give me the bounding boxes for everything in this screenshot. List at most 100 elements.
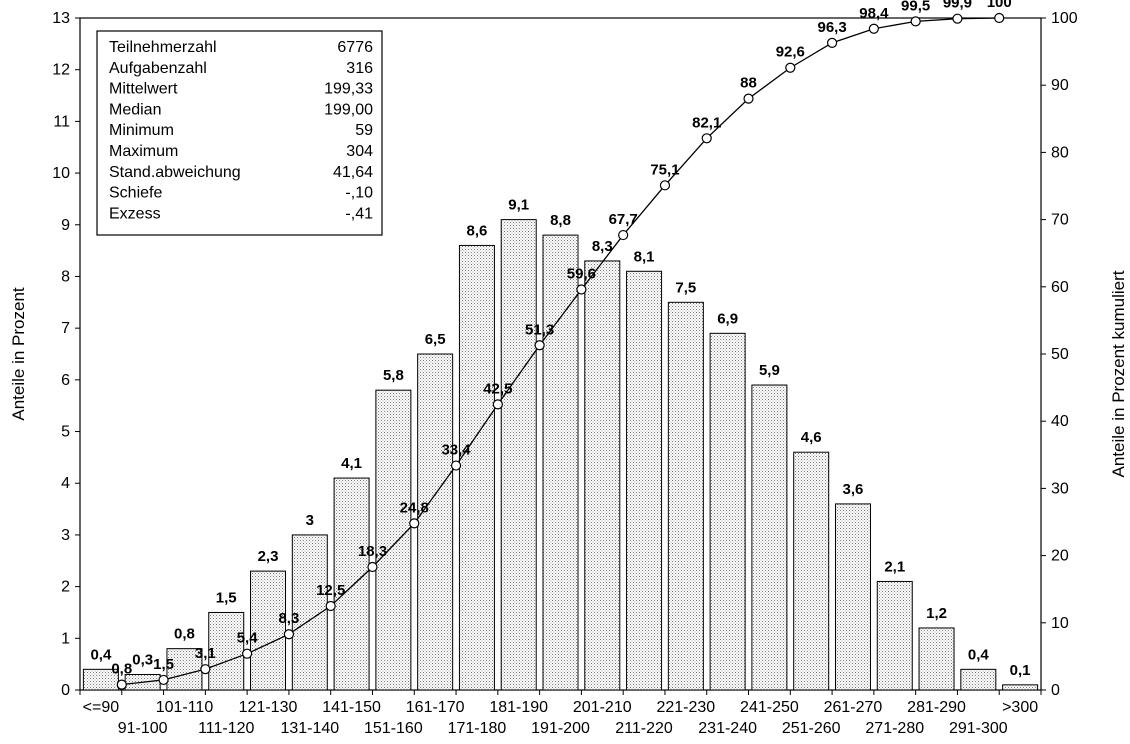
x-category-label: 121-130 xyxy=(239,699,298,716)
cumulative-point xyxy=(116,679,127,690)
stats-label: Minimum xyxy=(109,122,174,139)
x-category-label: 271-280 xyxy=(865,720,924,737)
bar-value-label: 7,5 xyxy=(675,279,696,296)
x-category-label: 261-270 xyxy=(824,699,883,716)
histogram-bar xyxy=(626,270,663,691)
cumulative-line xyxy=(121,17,1000,686)
histogram-bar xyxy=(166,648,203,691)
y-tick-label: 10 xyxy=(52,165,70,182)
histogram-bar xyxy=(918,627,955,691)
y2-tick-label: 80 xyxy=(1051,144,1069,161)
bar-value-label: 4,6 xyxy=(801,429,822,446)
x-category-label: 291-300 xyxy=(949,720,1008,737)
histogram-bar xyxy=(667,301,704,691)
stats-box-frame xyxy=(96,30,383,236)
cumulative-point xyxy=(242,648,253,659)
cumulative-point xyxy=(785,62,796,73)
y-tick-label: 0 xyxy=(61,682,70,699)
histogram-bar xyxy=(250,570,287,691)
bar-value-label: 2,3 xyxy=(258,548,279,565)
stats-box: Teilnehmerzahl 6776 Aufgabenzahl 316 Mittelw… xyxy=(96,30,383,236)
cumulative-value-label: 92,6 xyxy=(776,44,805,61)
cumulative-value-label: 8,3 xyxy=(278,610,299,627)
axes-layer: 0123456789101112130102030405060708090100… xyxy=(52,10,1078,737)
cumulative-point xyxy=(158,674,169,686)
histogram-bar xyxy=(751,384,788,691)
stats-value: 316 xyxy=(346,60,373,77)
stats-label: Aufgabenzahl xyxy=(109,60,207,77)
cumulative-value-label: 24,8 xyxy=(400,499,429,516)
bar-value-label: 8,1 xyxy=(634,248,655,265)
x-category-label: >300 xyxy=(1002,699,1038,716)
cumulative-value-label: 82,1 xyxy=(692,114,721,131)
stats-label: Mittelwert xyxy=(109,81,178,98)
x-category-label: 141-150 xyxy=(322,699,381,716)
y-tick-label: 7 xyxy=(61,320,70,337)
cumulative-point xyxy=(409,518,420,529)
histogram-bar xyxy=(793,451,830,691)
y-tick-label: 9 xyxy=(61,217,70,234)
y-tick-label: 3 xyxy=(61,527,70,544)
y-tick-label: 5 xyxy=(61,424,70,441)
cumulative-value-label: 96,3 xyxy=(817,19,846,36)
histogram-bar xyxy=(834,503,871,691)
bar-value-label: 0,3 xyxy=(132,651,153,668)
x-category-label: 101-110 xyxy=(156,699,214,716)
stats-value: 199,33 xyxy=(324,81,373,98)
cumulative-point xyxy=(367,561,378,573)
cumulative-point xyxy=(910,16,921,27)
stats-value: -,41 xyxy=(345,205,373,222)
y-tick-label: 8 xyxy=(61,268,70,285)
cumulative-point xyxy=(868,23,879,34)
histogram-bar xyxy=(417,353,454,691)
bars-layer xyxy=(82,219,1039,691)
cumulative-point xyxy=(743,93,754,104)
bar-value-label: 3 xyxy=(306,512,314,529)
y2-tick-label: 10 xyxy=(1051,615,1069,632)
bar-value-label: 1,5 xyxy=(216,589,237,606)
y-tick-label: 4 xyxy=(61,475,70,492)
y-axis-title: Anteile in Prozent xyxy=(9,287,28,421)
cumulative-point xyxy=(952,13,963,24)
cumulative-point xyxy=(618,229,629,241)
x-category-label: 131-140 xyxy=(280,720,339,737)
y-tick-label: 12 xyxy=(52,62,70,79)
y2-axis-title: Anteile in Prozent kumuliert xyxy=(1109,270,1128,477)
cumulative-point xyxy=(492,399,503,410)
cumulative-value-label: 75,1 xyxy=(650,161,679,178)
x-category-label: 221-230 xyxy=(656,699,715,716)
stats-value: 6776 xyxy=(337,39,373,56)
stats-value: 41,64 xyxy=(333,164,373,181)
x-category-label: 161-170 xyxy=(406,699,465,716)
cumulative-value-label: 100 xyxy=(987,0,1012,11)
histogram-bar xyxy=(333,477,370,691)
histogram-bar xyxy=(1002,684,1039,691)
cumulative-point xyxy=(325,600,336,612)
bar-value-label: 6,5 xyxy=(425,331,446,348)
histogram-bar xyxy=(709,332,746,691)
y2-tick-label: 0 xyxy=(1051,682,1060,699)
cumulative-point xyxy=(534,340,545,351)
y-tick-label: 1 xyxy=(61,630,70,647)
stats-label: Maximum xyxy=(109,143,178,160)
y2-tick-label: 60 xyxy=(1051,279,1069,296)
x-category-label: <=90 xyxy=(83,699,120,716)
cumulative-line-layer xyxy=(116,12,1005,690)
cumulative-value-label: 59,6 xyxy=(567,265,596,282)
stats-label: Exzess xyxy=(109,205,161,222)
bar-value-label: 0,1 xyxy=(1010,662,1031,679)
histogram-bar xyxy=(542,234,579,691)
bar-value-label: 8,3 xyxy=(592,238,613,255)
y2-tick-label: 90 xyxy=(1051,77,1069,94)
cumulative-point xyxy=(659,180,671,191)
histogram-bar xyxy=(375,389,412,691)
cumulative-value-label: 5,4 xyxy=(237,630,259,647)
y2-tick-label: 50 xyxy=(1051,346,1069,363)
histogram-bar xyxy=(458,244,495,691)
stats-label: Stand.abweichung xyxy=(109,164,241,181)
cumulative-point xyxy=(450,460,462,471)
cumulative-point xyxy=(826,37,838,48)
cumulative-value-label: 33,4 xyxy=(441,442,471,459)
bar-value-label: 5,9 xyxy=(759,362,780,379)
